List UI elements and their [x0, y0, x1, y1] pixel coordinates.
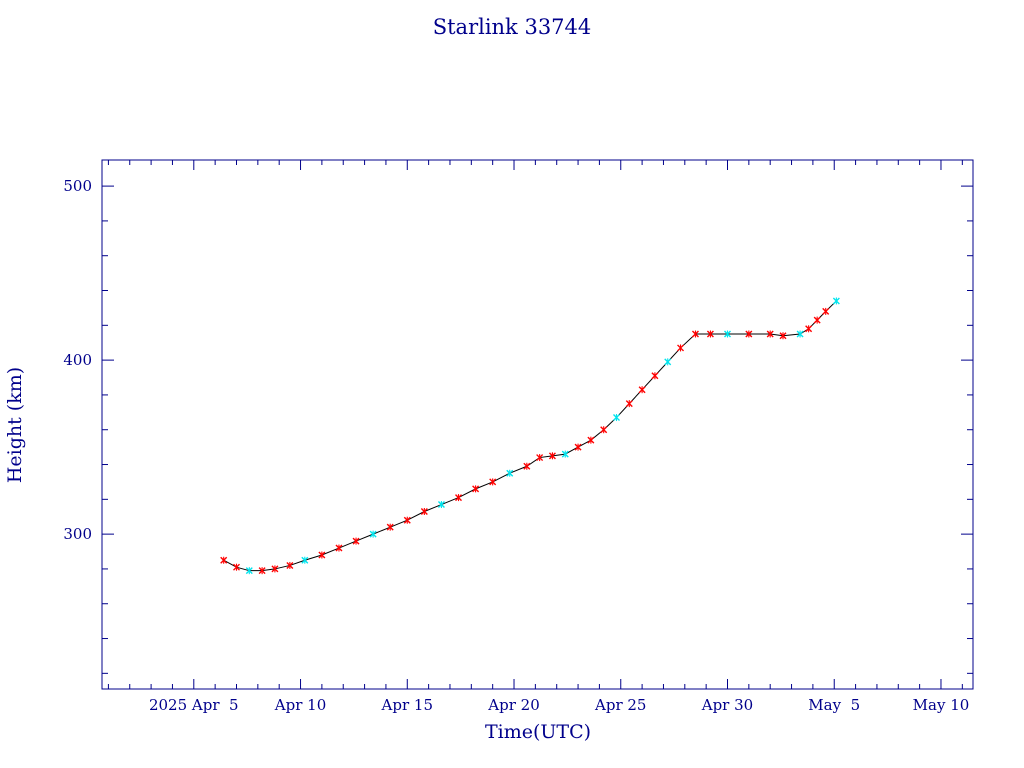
data-point [805, 325, 813, 333]
data-point [822, 307, 830, 315]
data-point [523, 462, 531, 470]
data-point [335, 544, 343, 552]
series-markers [220, 297, 840, 575]
x-tick-label: Apr 25 [594, 696, 646, 714]
data-point [286, 561, 294, 569]
x-tick-label: Apr 30 [701, 696, 753, 714]
x-tick-label: Apr 10 [274, 696, 326, 714]
data-point [437, 501, 445, 509]
y-tick-label: 300 [63, 525, 92, 543]
data-point [386, 523, 394, 531]
data-point [506, 469, 514, 477]
x-tick-label: May 5 [808, 696, 860, 714]
data-point [232, 563, 240, 571]
data-point [369, 530, 377, 538]
data-point [245, 567, 253, 575]
data-point [625, 400, 633, 408]
data-point [220, 556, 228, 564]
data-point [612, 414, 620, 422]
series-line-group [223, 300, 837, 572]
data-point [561, 450, 569, 458]
data-point [548, 452, 556, 460]
data-point [403, 516, 411, 524]
data-point [489, 478, 497, 486]
data-point [779, 332, 787, 340]
data-point [420, 508, 428, 516]
data-point [677, 344, 685, 352]
plot-frame [101, 159, 974, 690]
data-point [796, 330, 804, 338]
data-point [600, 426, 608, 434]
data-point [536, 454, 544, 462]
data-point [271, 565, 279, 573]
data-point [472, 485, 480, 493]
plot-border [101, 159, 974, 690]
data-point [706, 330, 714, 338]
data-point [258, 567, 266, 575]
series-line [223, 300, 837, 572]
y-tick-label: 500 [63, 177, 92, 195]
x-tick-label: Apr 20 [487, 696, 539, 714]
x-axis-label: Time(UTC) [485, 721, 591, 743]
x-tick-label: May 10 [913, 696, 970, 714]
tick-labels: 2025 Apr 5 Apr 10 Apr 15 Apr 20 Apr 25 Apr 30… [63, 177, 969, 714]
data-point [651, 372, 659, 380]
data-point [766, 330, 774, 338]
chart-title: Starlink 33744 [432, 15, 592, 39]
x-tick-label: 2025 Apr 5 [149, 696, 239, 714]
data-point [724, 330, 731, 338]
data-point [352, 537, 360, 545]
data-point [813, 316, 821, 324]
data-point [318, 551, 326, 559]
data-point [664, 358, 672, 366]
data-point [832, 297, 840, 305]
data-point [574, 443, 582, 451]
data-point [301, 556, 309, 564]
axis-ticks [102, 160, 973, 689]
data-point [455, 494, 463, 502]
data-point [745, 330, 753, 338]
x-tick-label: Apr 15 [381, 696, 433, 714]
data-point [691, 330, 699, 338]
y-axis-label: Height (km) [4, 367, 26, 483]
data-point [638, 386, 646, 394]
data-point [587, 436, 595, 444]
y-tick-label: 400 [63, 351, 92, 369]
